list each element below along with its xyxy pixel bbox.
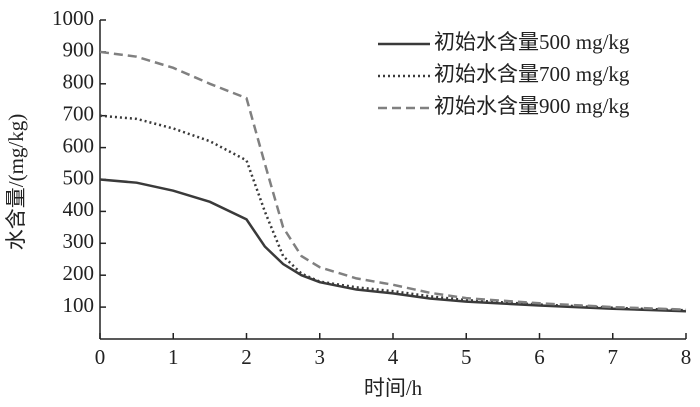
x-tick-label: 4 — [388, 345, 399, 369]
y-axis-label: 水含量/(mg/kg) — [4, 114, 28, 251]
x-tick-label: 0 — [95, 345, 106, 369]
x-tick-label: 6 — [534, 345, 545, 369]
y-tick-label: 900 — [63, 38, 95, 62]
legend-label: 初始水含量700 mg/kg — [434, 62, 630, 86]
x-tick-label: 1 — [168, 345, 179, 369]
x-tick-label: 5 — [461, 345, 472, 369]
y-tick-label: 400 — [63, 197, 95, 221]
x-tick-label: 2 — [241, 345, 252, 369]
y-tick-label: 300 — [63, 229, 95, 253]
y-tick-label: 1000 — [52, 6, 94, 30]
y-tick-label: 100 — [63, 293, 95, 317]
y-tick-label: 700 — [63, 102, 95, 126]
x-tick-label: 3 — [315, 345, 326, 369]
line — [99, 50, 687, 311]
line — [99, 114, 687, 312]
y-tick-label: 200 — [63, 261, 95, 285]
y-tick-label: 600 — [63, 133, 95, 157]
y-tick-label: 800 — [63, 70, 95, 94]
x-axis-label: 时间/h — [364, 376, 423, 400]
legend-label: 初始水含量500 mg/kg — [434, 30, 630, 54]
line — [99, 178, 687, 313]
x-tick-label: 8 — [681, 345, 692, 369]
legend-label: 初始水含量900 mg/kg — [434, 94, 630, 118]
x-tick-label: 7 — [608, 345, 619, 369]
y-tick-label: 500 — [63, 165, 95, 189]
